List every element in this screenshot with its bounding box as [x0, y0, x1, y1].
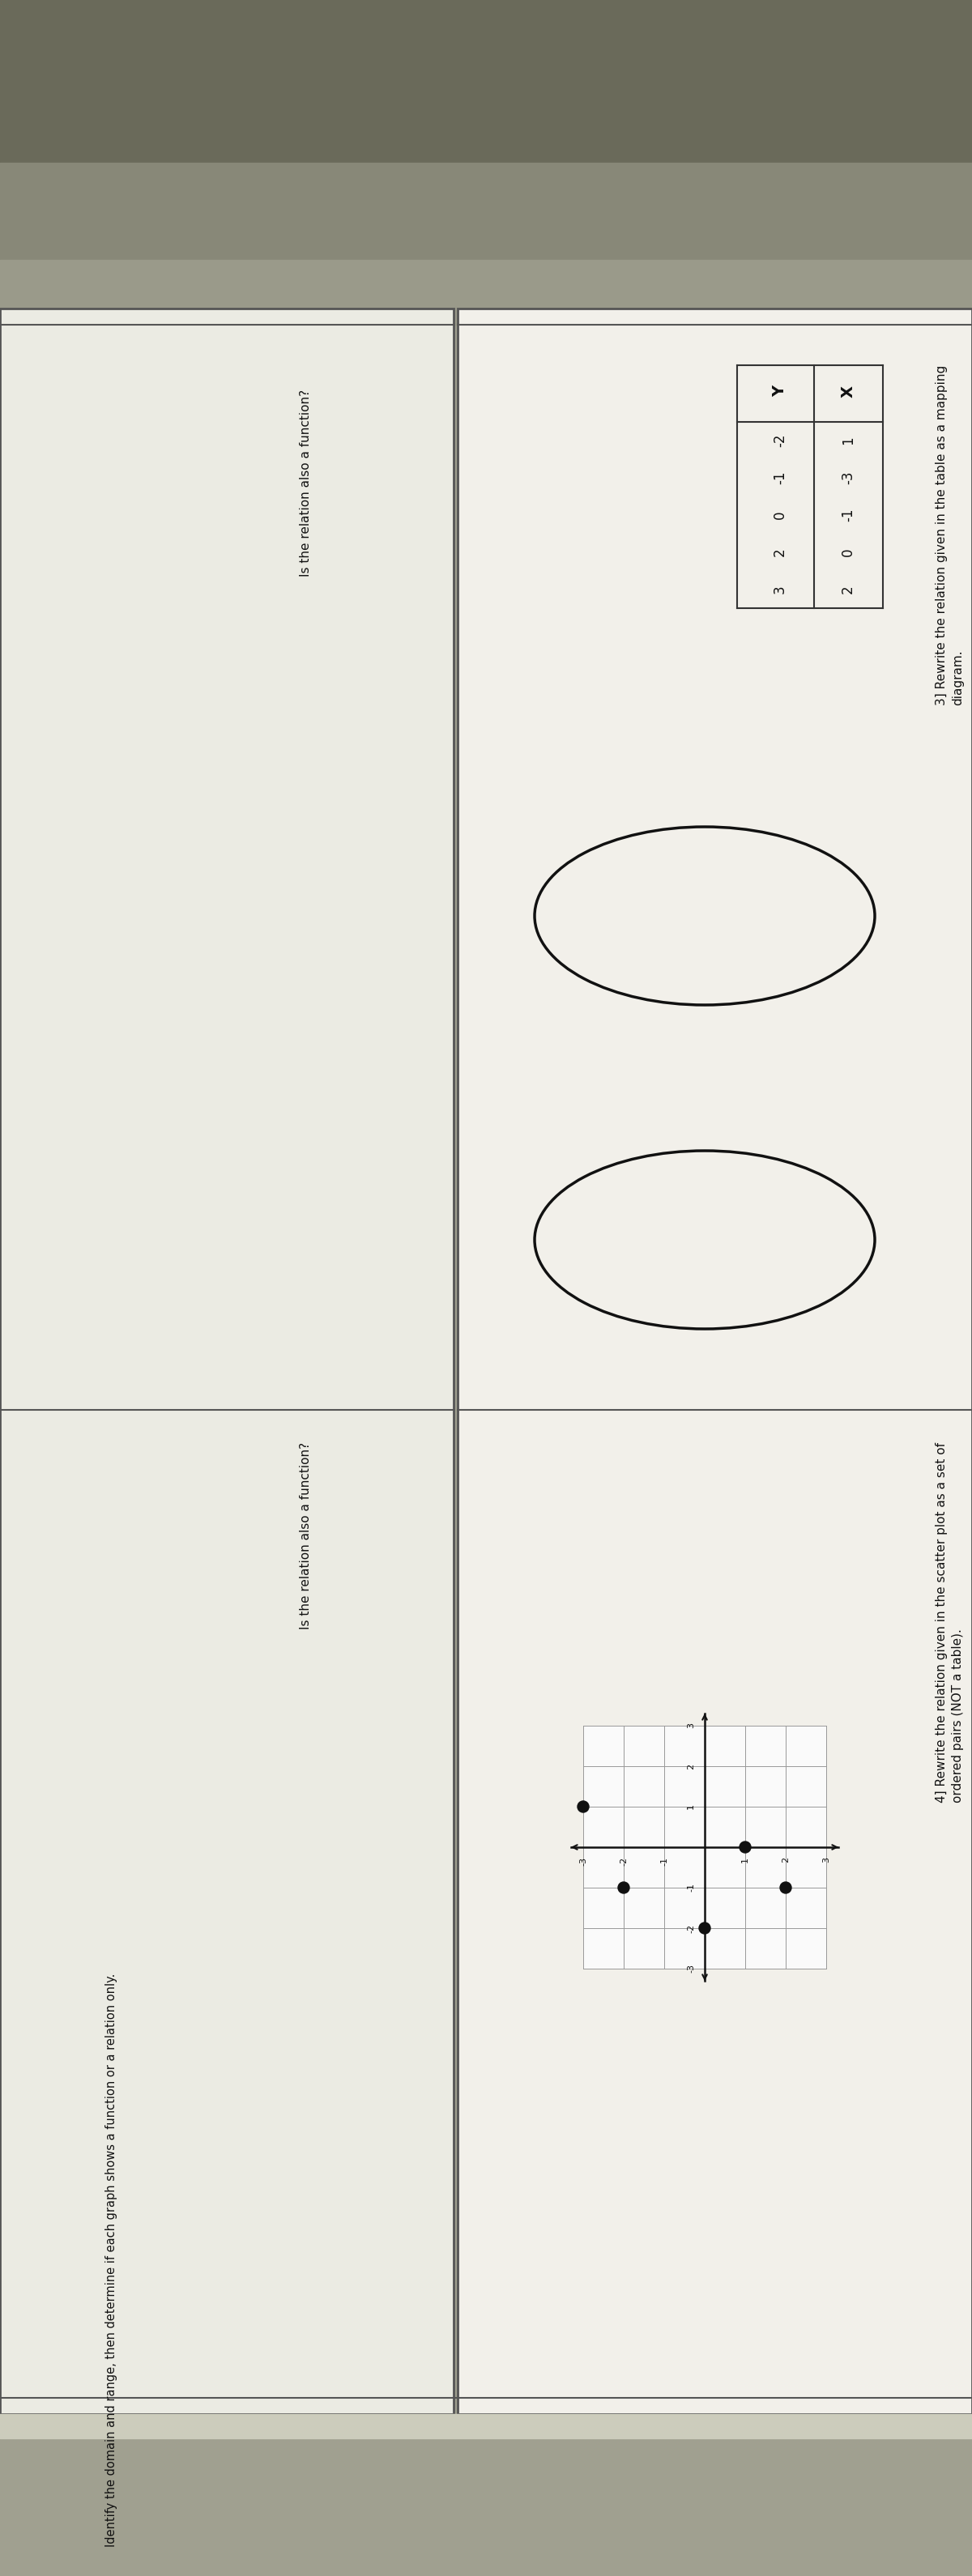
Text: 1: 1: [841, 435, 855, 446]
Text: -1: -1: [660, 1857, 669, 1865]
Circle shape: [740, 1842, 751, 1852]
Text: -1: -1: [687, 1883, 695, 1893]
Text: -1: -1: [841, 507, 855, 523]
Text: -2: -2: [620, 1857, 628, 1865]
Text: 0: 0: [773, 510, 787, 520]
Text: 3: 3: [687, 1723, 695, 1728]
Text: -2: -2: [773, 433, 787, 448]
Text: 2: 2: [773, 549, 787, 556]
Text: 3: 3: [773, 585, 787, 595]
Text: Is the relation also a function?: Is the relation also a function?: [299, 389, 312, 577]
Text: X: X: [841, 386, 855, 397]
Text: Is the relation also a function?: Is the relation also a function?: [299, 1443, 312, 1631]
Text: -3: -3: [579, 1857, 587, 1865]
Circle shape: [618, 1883, 630, 1893]
Text: 2: 2: [687, 1765, 695, 1770]
Circle shape: [577, 1801, 589, 1814]
Text: Identify the domain and range, then determine if each graph shows a function or : Identify the domain and range, then dete…: [105, 1973, 118, 2548]
Text: -3: -3: [687, 1963, 695, 1973]
Text: 1: 1: [687, 1803, 695, 1808]
Text: 1: 1: [742, 1857, 749, 1862]
Text: Y: Y: [773, 386, 787, 397]
Text: -2: -2: [687, 1924, 695, 1932]
Text: -3: -3: [841, 471, 855, 484]
Bar: [583, 1726, 826, 1968]
Text: 2: 2: [781, 1857, 789, 1862]
Bar: [458, 309, 972, 2414]
Text: -1: -1: [773, 471, 787, 484]
Text: 4] Rewrite the relation given in the scatter plot as a set of
ordered pairs (NOT: 4] Rewrite the relation given in the sca…: [935, 1443, 964, 1803]
Circle shape: [781, 1883, 791, 1893]
Text: 0: 0: [841, 549, 855, 556]
Text: 3: 3: [822, 1857, 830, 1862]
Bar: [0, 309, 454, 2414]
Circle shape: [699, 1922, 711, 1935]
Text: 2: 2: [841, 585, 855, 595]
Text: 3] Rewrite the relation given in the table as a mapping
diagram.: 3] Rewrite the relation given in the tab…: [935, 366, 964, 706]
